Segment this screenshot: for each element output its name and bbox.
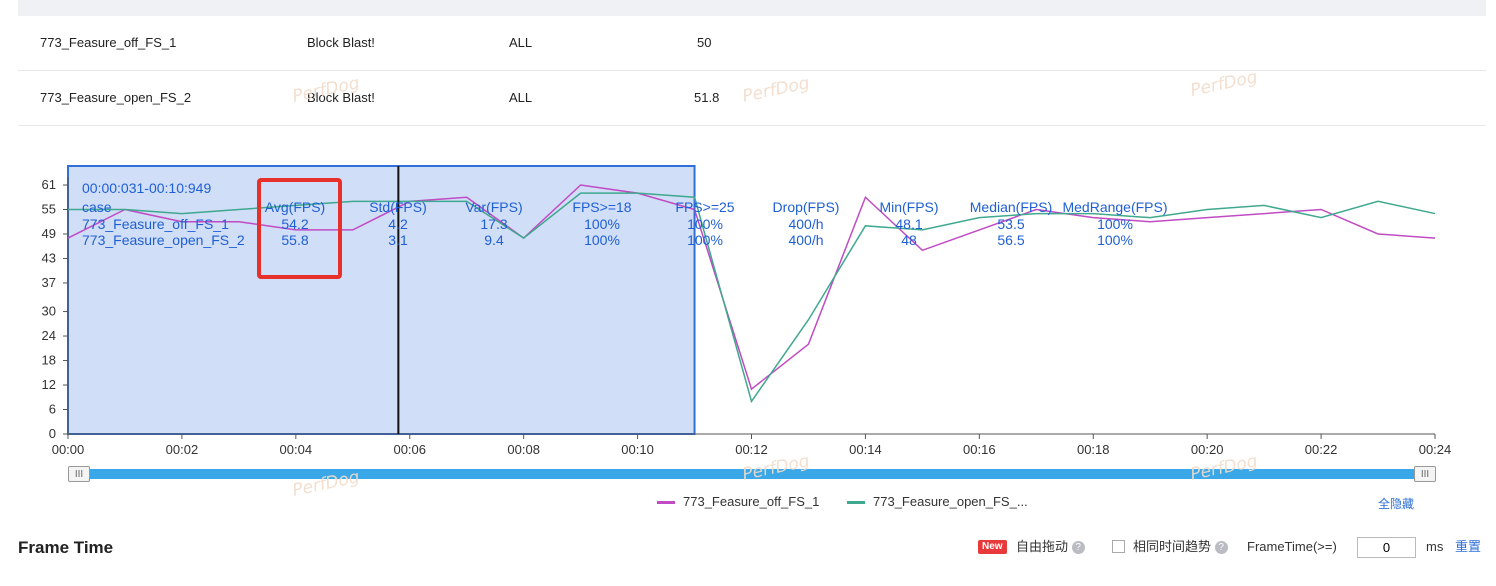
tooltip-cell: 4.2 [388,216,408,232]
frametime-label: FrameTime(>=) [1247,539,1337,554]
y-tick-label: 0 [49,426,56,441]
tooltip-cell: 17.3 [480,216,507,232]
reset-link[interactable]: 重置 [1455,539,1482,554]
y-tick-label: 12 [42,377,56,392]
slider-track[interactable] [68,469,1436,479]
x-tick-label: 00:04 [280,442,313,457]
y-tick-label: 6 [49,402,56,417]
tooltip-cell: 100% [687,232,723,248]
tooltip-time-range: 00:00:031-00:10:949 [82,180,211,196]
table-row[interactable]: 773_Feasure_off_FS_1 Block Blast! ALL 50 [18,16,1486,71]
slider-right-handle[interactable]: III [1414,466,1436,482]
x-tick-label: 00:10 [621,442,654,457]
tooltip-cell: 55.8 [281,232,308,248]
tooltip-column-header: MedRange(FPS) [1062,199,1167,215]
y-tick-label: 55 [42,201,56,216]
tooltip-cell: 100% [1097,232,1133,248]
scope: ALL [509,90,533,105]
x-tick-label: 00:00 [52,442,85,457]
tooltip-cell: 3.1 [388,232,408,248]
tooltip-column-header: Min(FPS) [879,199,938,215]
scope: ALL [509,35,533,50]
tooltip-cell: 100% [584,216,620,232]
legend-item[interactable]: 773_Feasure_off_FS_1 [657,494,819,509]
tooltip-column-header: Std(FPS) [369,199,427,215]
tooltip-cell: 56.5 [997,232,1024,248]
legend-item[interactable]: 773_Feasure_open_FS_... [847,494,1028,509]
tooltip-cell: 9.4 [484,232,504,248]
table-row[interactable]: 773_Feasure_open_FS_2 Block Blast! ALL 5… [18,71,1486,126]
hide-all-link[interactable]: 全隐藏 [1378,497,1415,511]
x-tick-label: 00:16 [963,442,996,457]
x-tick-label: 00:02 [166,442,199,457]
x-tick-label: 00:22 [1305,442,1338,457]
fps-value: 51.8 [694,90,720,105]
time-range-slider[interactable]: III III [68,466,1436,482]
x-tick-label: 00:14 [849,442,882,457]
tooltip-column-header: FPS>=25 [675,199,734,215]
tooltip-cell: 773_Feasure_off_FS_1 [82,216,229,232]
tooltip-column-header: Var(FPS) [465,199,522,215]
x-tick-label: 00:24 [1419,442,1452,457]
x-tick-label: 00:18 [1077,442,1110,457]
x-tick-label: 00:08 [507,442,540,457]
tooltip-cell: 53.5 [997,216,1024,232]
app-name: Block Blast! [307,90,375,105]
tooltip-cell: 400/h [788,216,823,232]
tooltip-column-header: case [82,199,112,215]
tooltip-cell: 400/h [788,232,823,248]
x-tick-label: 00:06 [393,442,426,457]
tooltip-cell: 100% [1097,216,1133,232]
highlight-box [257,178,342,279]
tooltip-cell: 48.1 [895,216,922,232]
x-tick-label: 00:20 [1191,442,1224,457]
y-tick-label: 49 [42,226,56,241]
y-tick-label: 61 [42,177,56,192]
y-tick-label: 24 [42,328,56,343]
tooltip-cell: 100% [687,216,723,232]
same-trend-option[interactable]: 相同时间趋势 ? [1133,536,1228,558]
y-tick-label: 37 [42,275,56,290]
free-drag-label: 自由拖动 [1016,539,1069,554]
tooltip-cell: 773_Feasure_open_FS_2 [82,232,245,248]
unit-label: ms [1426,539,1444,554]
case-name: 773_Feasure_open_FS_2 [40,90,192,105]
tooltip-column-header: Median(FPS) [970,199,1052,215]
series-line-2 [68,192,1436,404]
legend-label: 773_Feasure_off_FS_1 [683,494,820,509]
section-title: Frame Time [18,538,114,557]
fps-line-chart[interactable]: 0 6 12 18 24 30 37 43 49 55 61 00:00 00:02 00:04 00:06… [0,150,1496,460]
series-line-1 [67,184,1436,391]
y-tick-label: 43 [42,250,56,265]
help-icon[interactable]: ? [1214,541,1228,555]
same-trend-checkbox[interactable] [1112,540,1125,553]
x-tick-label: 00:12 [735,442,768,457]
fps-value: 50 [697,35,712,50]
table-header-bar [18,0,1486,16]
tooltip-cell: 100% [584,232,620,248]
y-tick-label: 18 [42,353,56,368]
same-trend-label: 相同时间趋势 [1133,539,1212,554]
tooltip-cell: 48 [901,232,917,248]
legend-swatch [657,501,675,505]
tooltip-column-header: Drop(FPS) [773,199,840,215]
legend-swatch [847,501,865,505]
free-drag-toggle[interactable]: 自由拖动 ? [1016,536,1085,558]
app-name: Block Blast! [307,35,375,50]
frametime-threshold-input[interactable] [1357,537,1416,558]
case-name: 773_Feasure_off_FS_1 [40,35,177,50]
help-icon[interactable]: ? [1071,541,1085,555]
new-badge: New [978,540,1007,554]
tooltip-column-header: Avg(FPS) [265,199,325,215]
selection-area [67,165,696,435]
tooltip-cell: 54.2 [281,216,308,232]
slider-left-handle[interactable]: III [68,466,90,482]
legend-label: 773_Feasure_open_FS_... [873,494,1028,509]
y-tick-label: 30 [42,304,56,319]
tooltip-column-header: FPS>=18 [572,199,631,215]
